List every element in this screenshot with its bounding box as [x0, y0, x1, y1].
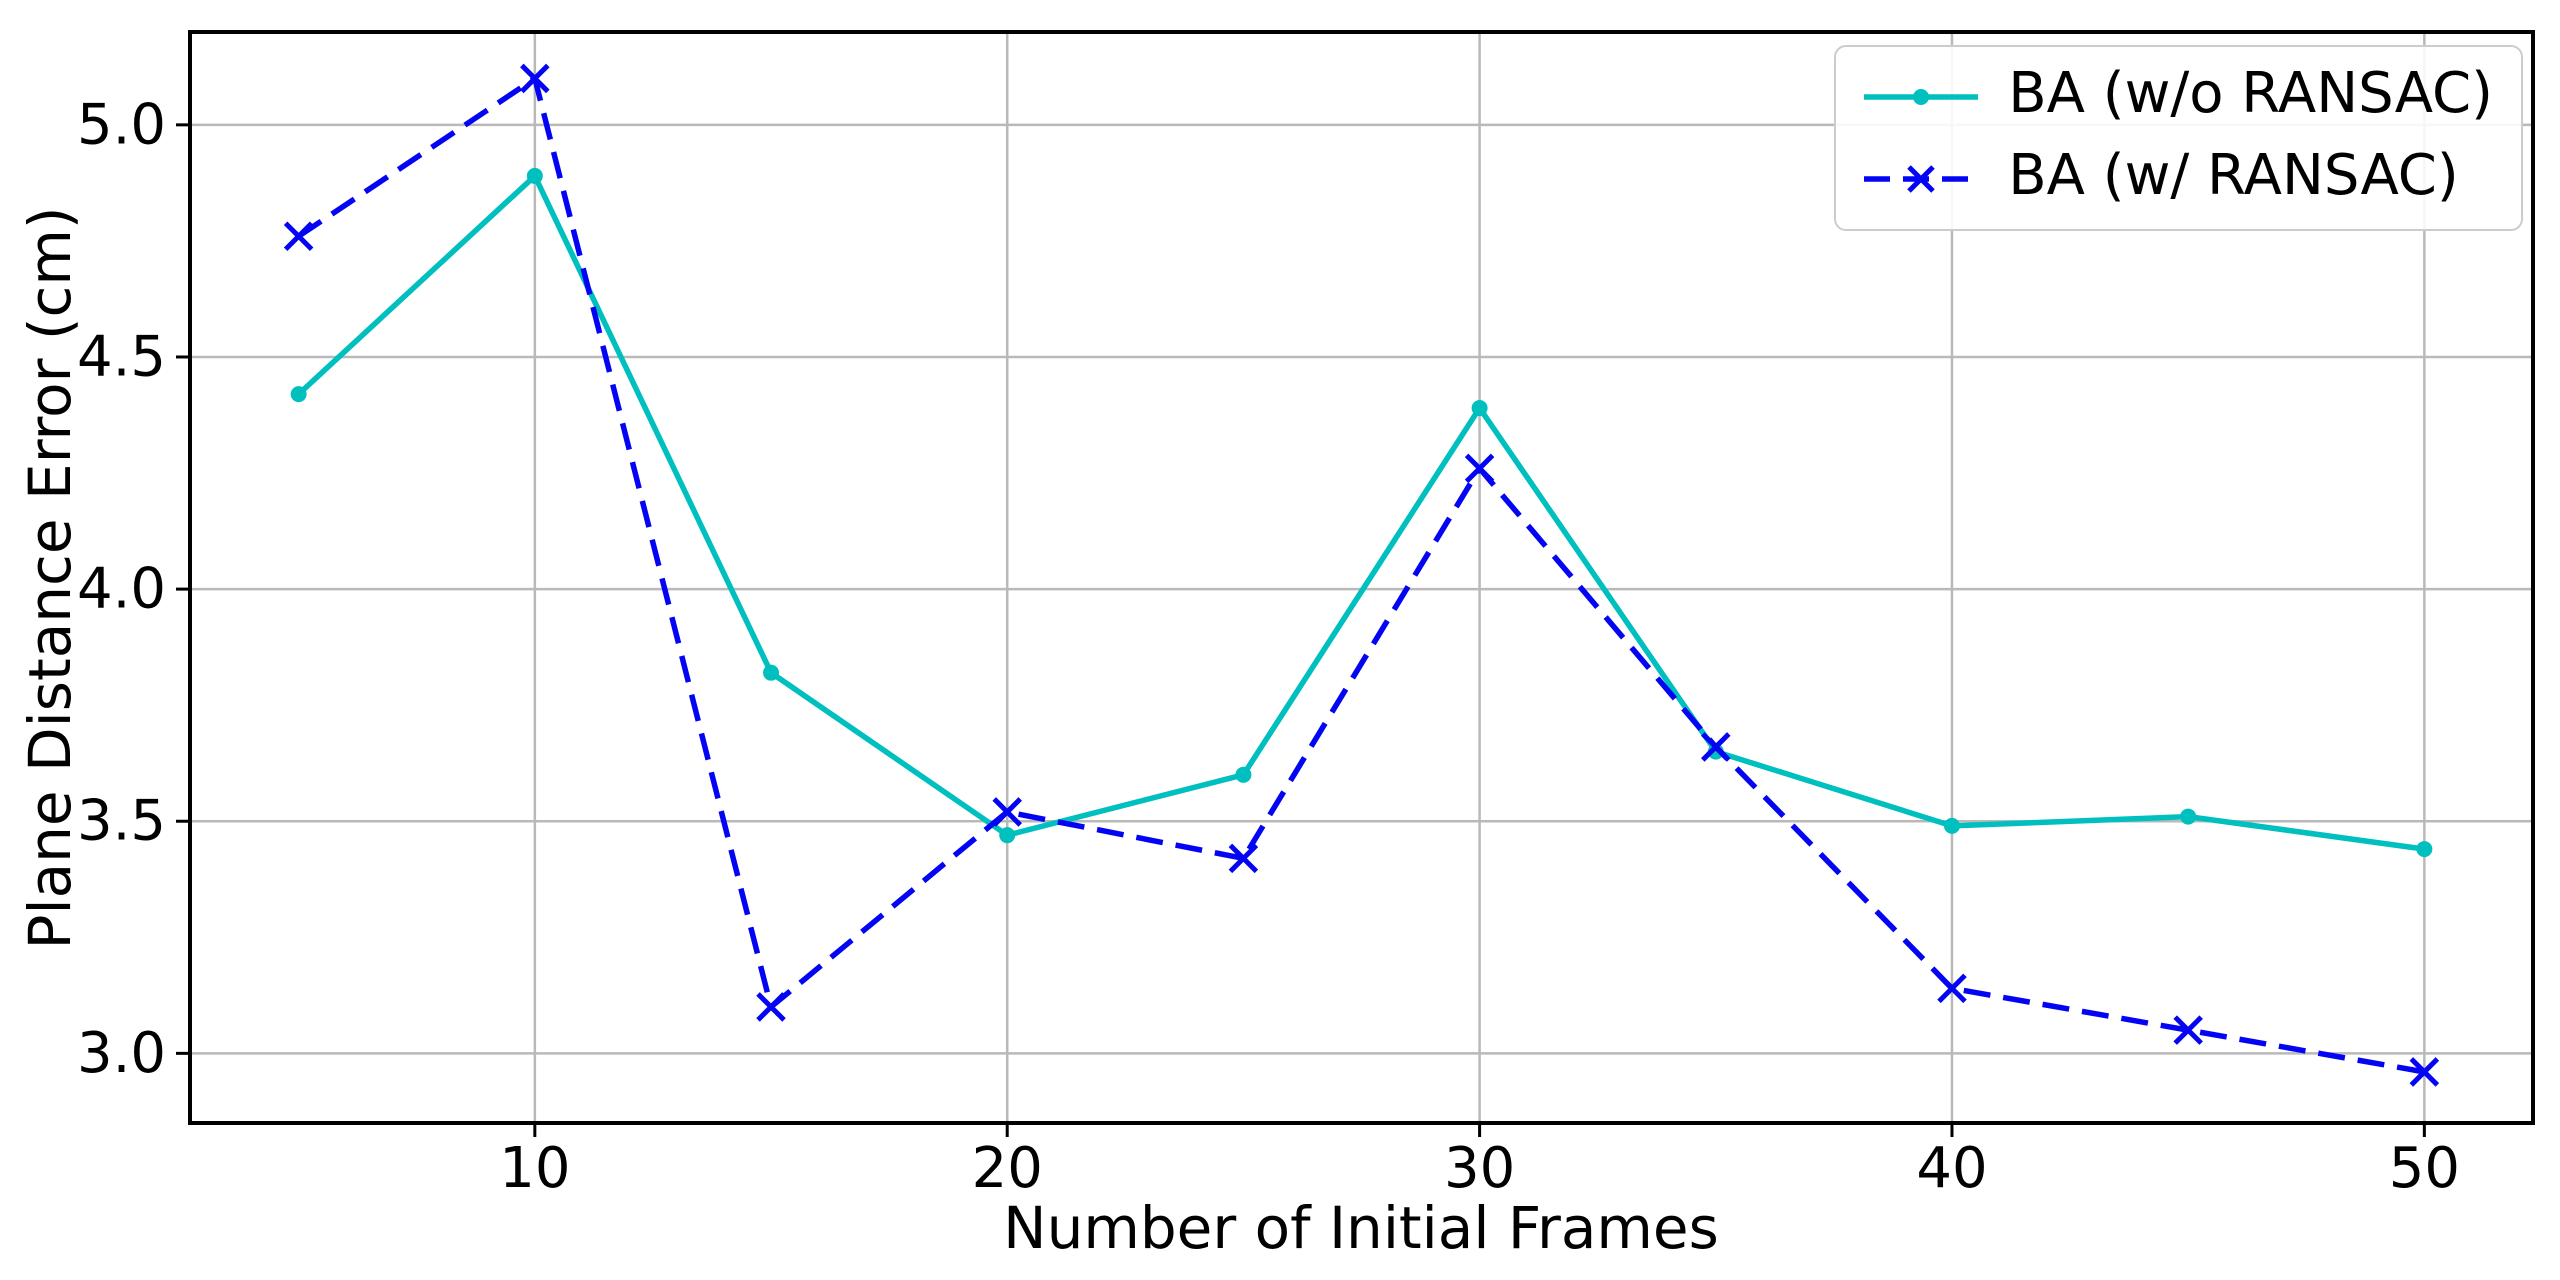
- x-tick-label: 30: [1444, 1136, 1515, 1201]
- tick-labels: 3.0 3.5 4.0 4.5 5.0 10 20 30 40 50: [77, 92, 2460, 1201]
- data-point-marker: [992, 797, 1022, 827]
- y-tick-label: 3.5: [77, 789, 166, 854]
- axes-spines: [188, 30, 2535, 1125]
- legend-label-ba-w-ransac: BA (w/ RANSAC): [2008, 143, 2459, 208]
- y-tick-label: 4.0: [77, 557, 166, 622]
- x-tick-label: 40: [1916, 1136, 1987, 1201]
- data-point-marker: [1943, 817, 1960, 834]
- y-axis-title: Plane Distance Error (cm): [16, 206, 84, 950]
- plot-border: [188, 30, 2535, 1125]
- axis-ticks: [176, 123, 2426, 1137]
- legend-item-ba-w-ransac: BA (w/ RANSAC): [1860, 143, 2493, 215]
- data-point-marker: [2180, 808, 2197, 825]
- data-point-marker: [1701, 732, 1731, 762]
- data-point-marker: [1464, 453, 1495, 484]
- legend-dashed-line-icon: [1864, 165, 1979, 193]
- y-tick-label: 5.0: [77, 92, 166, 157]
- x-axis-title: Number of Initial Frames: [1003, 1194, 1719, 1262]
- series-line-0: [296, 173, 2425, 852]
- legend-solid-line-icon: [1864, 89, 1979, 105]
- data-point-marker: [2409, 1057, 2440, 1087]
- data-point-marker: [283, 221, 314, 252]
- legend: BA (w/o RANSAC) BA (w/ RANSAC): [1834, 45, 2523, 231]
- series-line-1: [297, 75, 2425, 1075]
- x-tick-label: 10: [499, 1136, 570, 1201]
- data-point-marker: [756, 992, 786, 1022]
- legend-label-ba-wo-ransac: BA (w/o RANSAC): [2008, 61, 2493, 126]
- data-point-marker: [290, 386, 307, 403]
- y-tick-label: 4.5: [77, 324, 166, 389]
- data-point-marker: [520, 63, 550, 94]
- data-point-marker: [1228, 843, 1259, 874]
- data-point-marker: [999, 827, 1016, 844]
- data-point-marker: [526, 167, 543, 184]
- series-lines: [283, 63, 2440, 1087]
- data-point-marker: [763, 664, 780, 681]
- data-point-marker: [2173, 1015, 2203, 1045]
- data-point-marker: [2416, 841, 2433, 858]
- data-point-marker: [1471, 400, 1488, 417]
- y-tick-label: 3.0: [77, 1021, 166, 1086]
- legend-item-ba-wo-ransac: BA (w/o RANSAC): [1860, 61, 2493, 133]
- data-point-marker: [1235, 766, 1252, 783]
- data-point-marker: [1937, 973, 1967, 1004]
- x-tick-label: 20: [972, 1136, 1043, 1201]
- x-tick-label: 50: [2389, 1136, 2460, 1201]
